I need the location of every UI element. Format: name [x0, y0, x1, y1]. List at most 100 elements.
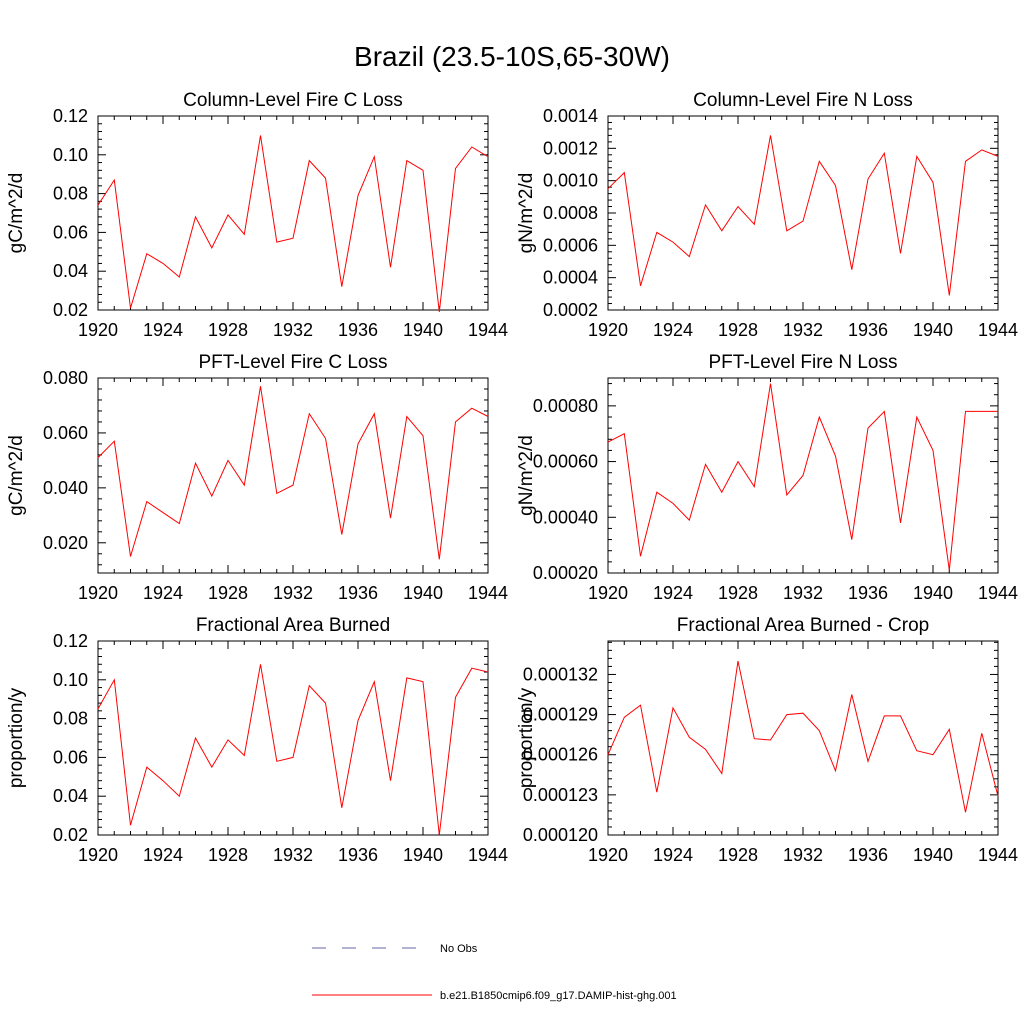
- y-tick-label: 0.0006: [543, 235, 598, 255]
- y-tick-label: 0.000123: [523, 785, 598, 805]
- chart-panels: 1920 1924 1928 1932 1936 1940 1944 0.02 0.04 0.06…: [6, 90, 1018, 865]
- x-tick-label: 1920: [78, 320, 118, 340]
- x-tick-label: 1936: [338, 583, 378, 603]
- series-line-1: [97, 386, 489, 560]
- x-tick-label: 1940: [913, 583, 953, 603]
- y-tick-label: 0.0014: [543, 106, 598, 126]
- y-tick-label: 0.0010: [543, 171, 598, 191]
- panel-title: PFT-Level Fire C Loss: [199, 352, 388, 373]
- plot-frame: [607, 115, 999, 311]
- x-tick-label: 1936: [848, 320, 888, 340]
- x-tick-label: 1924: [143, 320, 183, 340]
- x-tick-label: 1940: [913, 320, 953, 340]
- y-axis-label: gC/m^2/d: [6, 173, 27, 254]
- chart-panel-1: 1920 1924 1928 1932 1936 1940 1944 0.02 0.04 0.06…: [6, 90, 508, 340]
- x-tick-label: 1932: [273, 583, 313, 603]
- y-axis-label: gC/m^2/d: [6, 435, 27, 516]
- x-tick-label: 1920: [588, 845, 628, 865]
- y-tick-label: 0.12: [53, 106, 88, 126]
- y-tick-label: 0.06: [53, 222, 88, 242]
- y-tick-label: 0.12: [53, 631, 88, 651]
- y-axis-label: proportion/y: [516, 687, 537, 788]
- chart-panel-2: 1920 1924 1928 1932 1936 1940 1944 0.0002 0.0004…: [516, 90, 1018, 340]
- x-tick-label: 1944: [978, 845, 1018, 865]
- y-tick-label: 0.06: [53, 747, 88, 767]
- figure-title: Brazil (23.5-10S,65-30W): [354, 41, 670, 72]
- chart-panel-4: 1920 1924 1928 1932 1936 1940 1944 0.00020 0.000…: [516, 352, 1018, 603]
- x-tick-label: 1940: [913, 845, 953, 865]
- y-tick-label: 0.10: [53, 670, 88, 690]
- x-tick-label: 1928: [718, 320, 758, 340]
- y-tick-label: 0.00040: [533, 507, 598, 527]
- x-tick-label: 1924: [653, 583, 693, 603]
- x-tick-label: 1944: [978, 320, 1018, 340]
- y-tick-label: 0.02: [53, 825, 88, 845]
- y-tick-label: 0.080: [43, 368, 88, 388]
- x-tick-label: 1924: [143, 583, 183, 603]
- x-tick-label: 1936: [338, 320, 378, 340]
- x-tick-label: 1932: [273, 320, 313, 340]
- x-tick-label: 1932: [273, 845, 313, 865]
- y-tick-label: 0.000129: [523, 705, 598, 725]
- legend-label-model-run: b.e21.B1850cmip6.f09_g17.DAMIP-hist-ghg.…: [440, 990, 677, 1002]
- y-tick-label: 0.00080: [533, 396, 598, 416]
- y-tick-label: 0.02: [53, 300, 88, 320]
- series-line-1: [97, 664, 489, 836]
- x-tick-label: 1928: [208, 320, 248, 340]
- panel-title: Fractional Area Burned - Crop: [677, 615, 929, 636]
- series-line-1: [607, 660, 999, 813]
- x-tick-label: 1932: [783, 583, 823, 603]
- series-line-1: [607, 383, 998, 571]
- chart-panel-3: 1920 1924 1928 1932 1936 1940 1944 0.020 0.040 0.…: [6, 352, 508, 603]
- chart-panel-6: 1920 1924 1928 1932 1936 1940 1944 0.000120 0.00…: [516, 615, 1018, 865]
- y-tick-label: 0.08: [53, 184, 88, 204]
- y-axis-label: gN/m^2/d: [516, 173, 537, 254]
- x-tick-label: 1944: [468, 320, 508, 340]
- y-tick-label: 0.0012: [543, 138, 598, 158]
- legend: No Obs b.e21.B1850cmip6.f09_g17.DAMIP-hi…: [312, 943, 677, 1002]
- x-tick-label: 1932: [783, 320, 823, 340]
- y-tick-label: 0.04: [53, 786, 88, 806]
- x-tick-label: 1928: [718, 845, 758, 865]
- x-tick-label: 1920: [78, 845, 118, 865]
- y-tick-label: 0.000120: [523, 825, 598, 845]
- x-tick-label: 1924: [653, 320, 693, 340]
- x-tick-label: 1920: [78, 583, 118, 603]
- y-tick-label: 0.08: [53, 709, 88, 729]
- x-tick-label: 1940: [403, 583, 443, 603]
- x-tick-label: 1940: [403, 320, 443, 340]
- x-tick-label: 1936: [848, 583, 888, 603]
- plot-frame: [97, 115, 489, 311]
- x-tick-label: 1940: [403, 845, 443, 865]
- x-tick-label: 1920: [588, 320, 628, 340]
- x-tick-label: 1928: [208, 845, 248, 865]
- chart-panel-5: 1920 1924 1928 1932 1936 1940 1944 0.02 0.04 0.06…: [6, 615, 508, 865]
- y-tick-label: 0.0004: [543, 268, 598, 288]
- x-tick-label: 1928: [718, 583, 758, 603]
- x-tick-label: 1936: [338, 845, 378, 865]
- y-tick-label: 0.060: [43, 423, 88, 443]
- plot-frame: [97, 377, 489, 574]
- y-axis-label: proportion/y: [6, 687, 27, 788]
- y-tick-label: 0.04: [53, 261, 88, 281]
- panel-title: Column-Level Fire C Loss: [183, 90, 403, 111]
- y-tick-label: 0.040: [43, 478, 88, 498]
- series-line-1: [607, 135, 999, 296]
- y-tick-label: 0.00020: [533, 563, 598, 583]
- x-tick-label: 1924: [143, 845, 183, 865]
- x-tick-label: 1920: [588, 583, 628, 603]
- panel-title: Fractional Area Burned: [196, 615, 390, 636]
- x-tick-label: 1944: [468, 583, 508, 603]
- y-tick-label: 0.000132: [523, 664, 598, 684]
- plot-frame: [97, 640, 489, 836]
- x-tick-label: 1944: [468, 845, 508, 865]
- y-tick-label: 0.000126: [523, 745, 598, 765]
- y-tick-label: 0.0008: [543, 203, 598, 223]
- y-tick-label: 0.10: [53, 145, 88, 165]
- y-tick-label: 0.020: [43, 533, 88, 553]
- x-tick-label: 1932: [783, 845, 823, 865]
- legend-label-no-obs: No Obs: [440, 943, 478, 955]
- plot-frame: [607, 640, 999, 836]
- panel-title: PFT-Level Fire N Loss: [709, 352, 898, 373]
- x-tick-label: 1924: [653, 845, 693, 865]
